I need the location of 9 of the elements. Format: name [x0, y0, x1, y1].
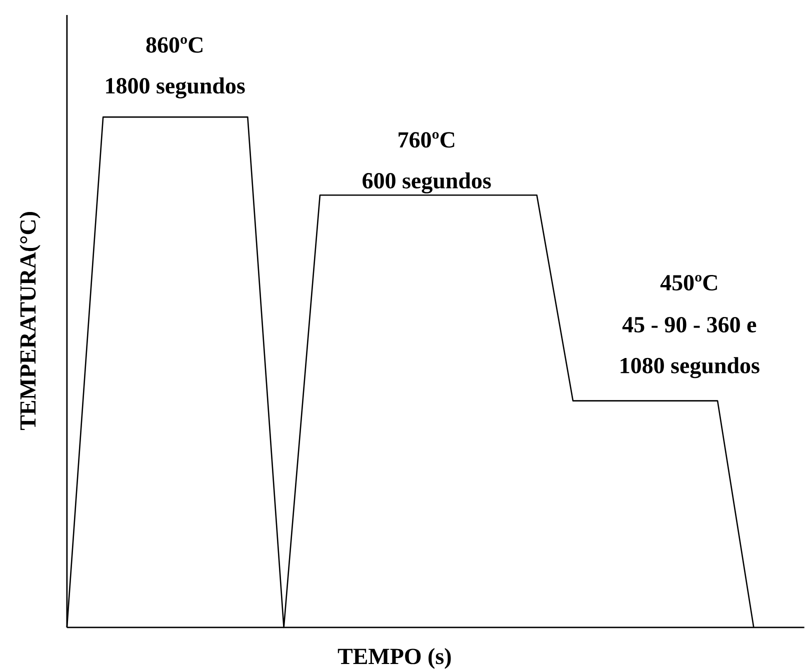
annotation: 45 - 90 - 360 e	[622, 316, 756, 332]
y-axis-title: TEMPERATURA(°C)	[20, 212, 40, 430]
text: 1800 segundos	[106, 77, 245, 98]
text: 860ºC	[146, 36, 202, 52]
annotation: 600 segundos	[362, 172, 491, 194]
x-axis-title: TEMPO (s)	[338, 648, 451, 669]
annotation: 760ºC	[398, 132, 454, 148]
annotation: 450ºC	[660, 274, 717, 290]
annotation: 1080 segundos	[620, 356, 760, 378]
